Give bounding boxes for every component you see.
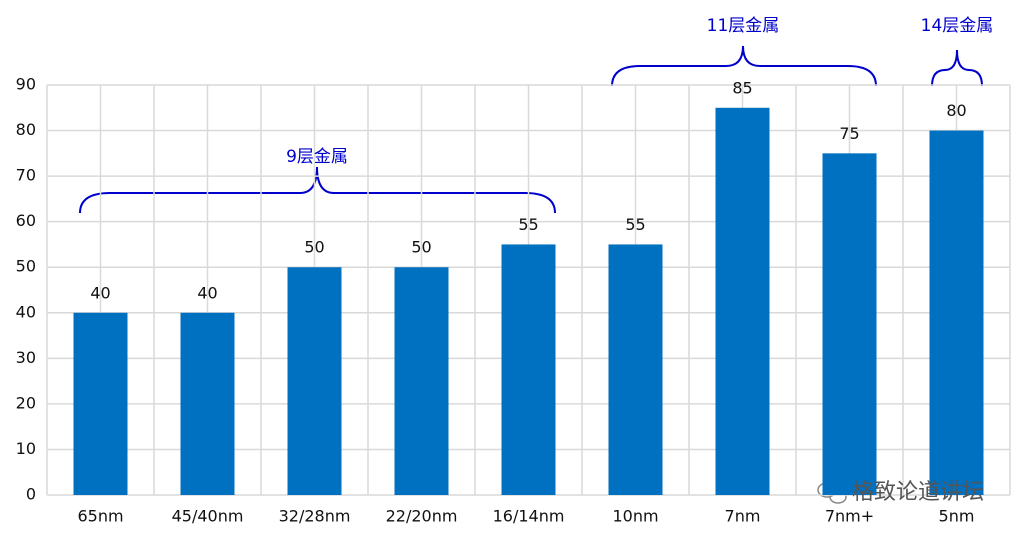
y-tick-label: 70 [16,166,36,185]
x-tick-label: 45/40nm [172,507,244,526]
y-tick-label: 50 [16,257,36,276]
bar [287,267,342,495]
x-tick-label: 7nm [725,507,761,526]
bar [73,312,128,495]
value-label: 80 [946,101,966,120]
bar [180,312,235,495]
y-tick-label: 0 [26,485,36,504]
bar [394,267,449,495]
annotation: 14层金属 [921,16,994,36]
x-tick-label: 16/14nm [493,507,565,526]
y-tick-label: 80 [16,120,36,139]
watermark: 格致论道讲坛 [852,480,984,505]
value-label: 40 [197,283,217,302]
y-tick-label: 10 [16,439,36,458]
bracket [931,49,983,87]
annotation: 11层金属 [707,16,780,36]
x-tick-label: 10nm [612,507,658,526]
value-label: 85 [732,78,752,97]
y-tick-label: 90 [16,75,36,94]
value-label: 55 [518,215,538,234]
y-tick-label: 60 [16,211,36,230]
bar [715,107,770,496]
value-label: 50 [411,238,431,257]
bar [608,244,663,495]
x-tick-label: 65nm [77,507,123,526]
value-label: 40 [90,283,110,302]
value-label: 50 [304,238,324,257]
value-label: 75 [839,124,859,143]
bracket [79,166,556,214]
y-tick-label: 40 [16,302,36,321]
x-tick-label: 32/28nm [279,507,351,526]
x-tick-label: 5nm [939,507,975,526]
annotation: 9层金属 [286,147,348,167]
value-label: 55 [625,215,645,234]
bar [929,130,984,496]
y-tick-label: 20 [16,393,36,412]
bar [822,153,877,496]
bar [501,244,556,495]
x-tick-label: 22/20nm [386,507,458,526]
y-tick-label: 30 [16,348,36,367]
bracket [611,45,877,87]
x-tick-label: 7nm+ [825,507,874,526]
